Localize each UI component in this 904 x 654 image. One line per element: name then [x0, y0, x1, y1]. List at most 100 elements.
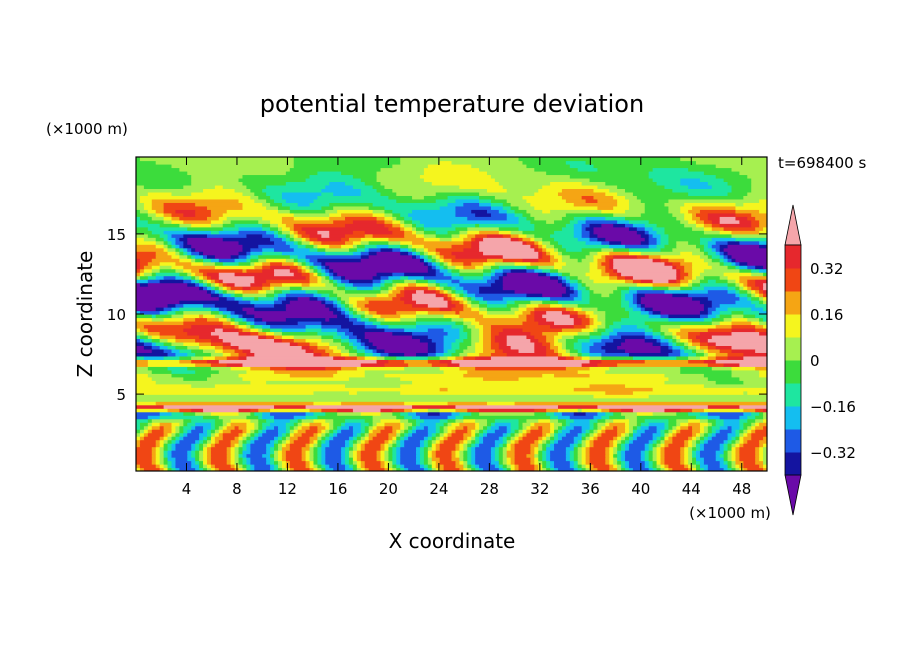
heatmap-cell: [755, 415, 764, 420]
heatmap-cell: [696, 464, 701, 469]
heatmap-cell: [218, 334, 259, 340]
heatmap-cell: [554, 373, 591, 378]
heatmap-cell: [356, 467, 362, 471]
heatmap-cell: [329, 233, 346, 238]
heatmap-cell: [435, 352, 445, 357]
heatmap-cell: [136, 390, 315, 395]
heatmap-cell: [660, 443, 666, 448]
heatmap-cell: [751, 272, 764, 277]
heatmap-cell: [680, 327, 709, 333]
heatmap-cell: [447, 422, 453, 427]
heatmap-cell: [628, 460, 646, 465]
heatmap-cell: [171, 411, 184, 416]
heatmap-cell: [179, 223, 192, 228]
heatmap-cell: [490, 425, 500, 430]
heatmap-cell: [285, 429, 291, 434]
heatmap-cell: [155, 237, 165, 242]
heatmap-cell: [447, 289, 453, 294]
heatmap-cell: [684, 216, 693, 221]
heatmap-cell: [179, 425, 184, 430]
heatmap-cell: [408, 282, 417, 287]
heatmap-cell: [218, 282, 224, 287]
heatmap-cell: [636, 425, 642, 430]
heatmap-cell: [171, 422, 180, 427]
heatmap-cell: [597, 307, 626, 312]
heatmap-cell: [652, 464, 658, 469]
heatmap-cell: [171, 307, 180, 312]
heatmap-cell: [597, 418, 606, 423]
heatmap-cell: [274, 467, 279, 471]
heatmap-cell: [463, 373, 543, 378]
heatmap-cell: [565, 282, 571, 287]
heatmap-cell: [392, 460, 397, 465]
heatmap-cell: [672, 345, 681, 350]
heatmap-cell: [688, 464, 693, 469]
heatmap-cell: [613, 320, 646, 326]
heatmap-cell: [238, 240, 275, 245]
heatmap-cell: [191, 251, 200, 256]
heatmap-cell: [321, 327, 338, 333]
heatmap-cell: [727, 446, 733, 451]
heatmap-cell: [636, 324, 650, 329]
heatmap-cell: [486, 279, 496, 284]
heatmap-cell: [384, 184, 460, 189]
heatmap-cell: [743, 390, 748, 395]
heatmap-cell: [179, 251, 184, 256]
heatmap-cell: [550, 460, 555, 465]
heatmap-cell: [467, 443, 472, 448]
heatmap-cell: [546, 460, 551, 465]
heatmap-cell: [352, 464, 358, 469]
heatmap-cell: [632, 432, 642, 437]
heatmap-cell: [376, 293, 389, 298]
heatmap-cell: [692, 286, 705, 291]
heatmap-cell: [242, 202, 263, 207]
heatmap-cell: [171, 244, 177, 249]
heatmap-cell: [136, 341, 145, 346]
heatmap-cell: [147, 366, 169, 371]
heatmap-cell: [727, 307, 752, 312]
heatmap-cell: [455, 453, 460, 458]
heatmap-cell: [301, 261, 307, 266]
heatmap-cell: [479, 310, 488, 315]
heatmap-cell: [238, 177, 307, 183]
heatmap-cell: [459, 184, 504, 189]
heatmap-cell: [151, 429, 165, 434]
heatmap-cell: [605, 324, 610, 329]
heatmap-cell: [554, 341, 563, 346]
heatmap-cell: [534, 341, 543, 346]
heatmap-cell: [136, 282, 141, 287]
heatmap-cell: [471, 303, 480, 308]
heatmap-cell: [447, 296, 453, 301]
heatmap-cell: [242, 450, 251, 455]
heatmap-cell: [408, 362, 433, 367]
heatmap-cell: [723, 453, 729, 458]
heatmap-cell: [270, 467, 275, 471]
heatmap-cell: [609, 240, 622, 245]
heatmap-cell: [364, 369, 445, 374]
heatmap-cell: [183, 376, 208, 381]
heatmap-cell: [565, 261, 591, 266]
heatmap-cell: [214, 327, 224, 333]
heatmap-cell: [518, 237, 524, 242]
heatmap-cell: [171, 216, 180, 221]
heatmap-cell: [526, 418, 539, 423]
heatmap-cell: [333, 282, 338, 287]
heatmap-cell: [522, 327, 563, 333]
heatmap-cell: [577, 439, 583, 444]
heatmap-cell: [494, 338, 508, 343]
heatmap-cell: [305, 275, 311, 280]
heatmap-cell: [183, 432, 188, 437]
heatmap-cell: [463, 324, 468, 329]
heatmap-cell: [163, 439, 169, 444]
heatmap-cell: [759, 296, 764, 301]
heatmap-cell: [581, 327, 595, 333]
heatmap-cell: [293, 415, 307, 420]
heatmap-cell: [597, 467, 610, 471]
heatmap-cell: [254, 317, 263, 322]
heatmap-cell: [352, 251, 362, 256]
heatmap-cell: [329, 422, 334, 427]
heatmap-cell: [664, 226, 693, 231]
heatmap-cell: [136, 251, 157, 256]
heatmap-cell: [143, 432, 149, 437]
heatmap-cell: [530, 310, 535, 315]
